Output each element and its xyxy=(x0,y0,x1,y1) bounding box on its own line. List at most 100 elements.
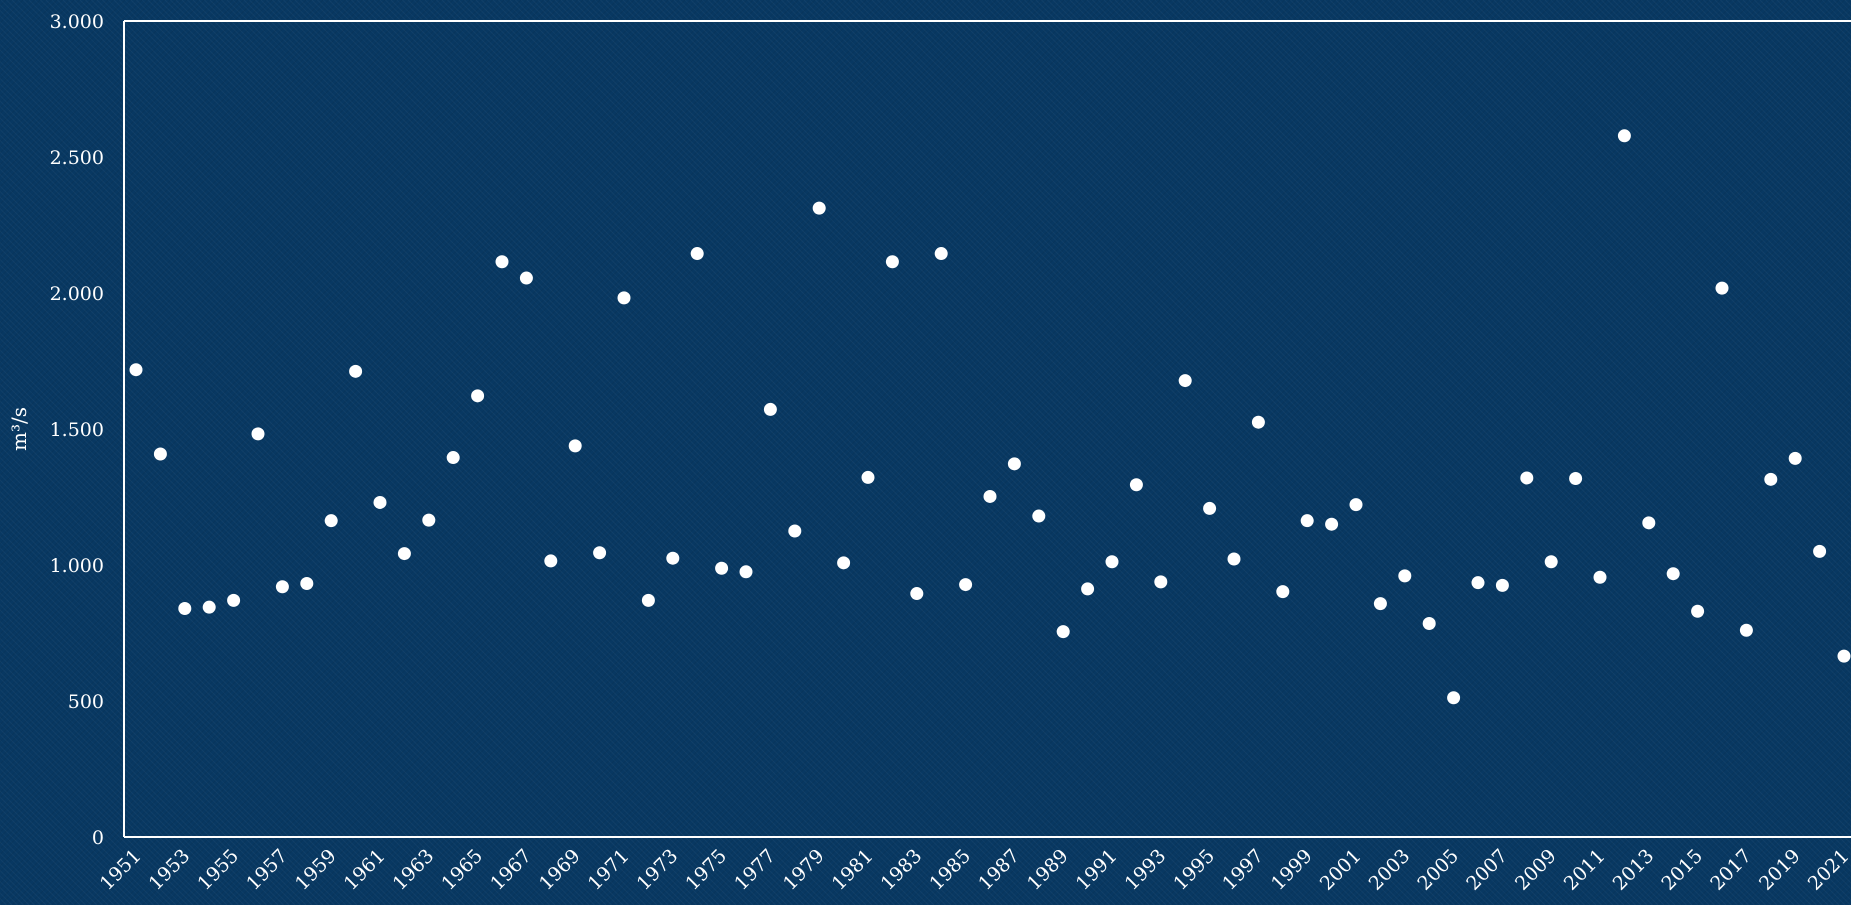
data-point[interactable] xyxy=(153,447,167,461)
data-point[interactable] xyxy=(666,551,680,565)
data-point[interactable] xyxy=(593,546,607,560)
x-tick-label: 1957 xyxy=(242,845,292,895)
data-point[interactable] xyxy=(519,271,533,285)
data-point[interactable] xyxy=(1373,597,1387,611)
data-point[interactable] xyxy=(251,427,265,441)
data-point[interactable] xyxy=(544,554,558,568)
x-tick-label: 1995 xyxy=(1169,845,1219,895)
data-point[interactable] xyxy=(1691,604,1705,618)
data-point[interactable] xyxy=(1617,129,1631,143)
data-point[interactable] xyxy=(324,514,338,528)
data-point[interactable] xyxy=(227,593,241,607)
data-point[interactable] xyxy=(934,247,948,261)
plot-frame xyxy=(123,20,1851,838)
data-point[interactable] xyxy=(715,561,729,575)
data-point[interactable] xyxy=(1520,471,1534,485)
data-point[interactable] xyxy=(617,291,631,305)
data-point[interactable] xyxy=(641,593,655,607)
data-point[interactable] xyxy=(837,556,851,570)
data-point[interactable] xyxy=(1325,517,1339,531)
data-point[interactable] xyxy=(1642,516,1656,530)
data-point[interactable] xyxy=(983,489,997,503)
data-point[interactable] xyxy=(1666,567,1680,581)
data-point[interactable] xyxy=(202,600,216,614)
data-point[interactable] xyxy=(1129,478,1143,492)
data-point[interactable] xyxy=(129,363,143,377)
data-point[interactable] xyxy=(1447,691,1461,705)
x-tick-label: 1959 xyxy=(291,845,341,895)
y-tick-label: 1.500 xyxy=(50,419,104,441)
data-point[interactable] xyxy=(178,602,192,616)
x-tick-label: 1955 xyxy=(193,845,243,895)
data-point[interactable] xyxy=(1251,415,1265,429)
data-point[interactable] xyxy=(1715,281,1729,295)
y-tick-label: 0 xyxy=(92,827,104,849)
x-tick-label: 1989 xyxy=(1023,845,1073,895)
x-tick-label: 1963 xyxy=(389,845,439,895)
x-tick-label: 2003 xyxy=(1365,845,1415,895)
data-point[interactable] xyxy=(1007,457,1021,471)
data-point[interactable] xyxy=(471,389,485,403)
data-point[interactable] xyxy=(812,201,826,215)
x-tick-label: 1997 xyxy=(1218,845,1268,895)
data-point[interactable] xyxy=(397,547,411,561)
data-point[interactable] xyxy=(861,470,875,484)
x-tick-label: 1985 xyxy=(925,845,975,895)
data-point[interactable] xyxy=(495,255,509,269)
y-tick-label: 1.000 xyxy=(50,555,104,577)
data-point[interactable] xyxy=(1495,578,1509,592)
data-point[interactable] xyxy=(349,364,363,378)
x-tick-label: 1983 xyxy=(877,845,927,895)
data-point[interactable] xyxy=(1349,498,1363,512)
data-point[interactable] xyxy=(1788,451,1802,465)
data-point[interactable] xyxy=(763,402,777,416)
data-point[interactable] xyxy=(1178,374,1192,388)
data-point[interactable] xyxy=(885,255,899,269)
x-tick-label: 2021 xyxy=(1804,845,1851,895)
data-point[interactable] xyxy=(1276,585,1290,599)
y-tick-label: 2.000 xyxy=(50,283,104,305)
x-tick-label: 1993 xyxy=(1121,845,1171,895)
data-point[interactable] xyxy=(1398,569,1412,583)
data-point[interactable] xyxy=(373,495,387,509)
x-tick-label: 2015 xyxy=(1657,845,1707,895)
data-point[interactable] xyxy=(1227,552,1241,566)
x-tick-label: 1979 xyxy=(779,845,829,895)
data-point[interactable] xyxy=(1569,472,1583,486)
data-point[interactable] xyxy=(1154,575,1168,589)
y-axis-title: m³/s xyxy=(7,407,31,451)
x-tick-label: 1977 xyxy=(730,845,780,895)
data-point[interactable] xyxy=(1813,544,1827,558)
x-tick-label: 1991 xyxy=(1072,845,1122,895)
data-point[interactable] xyxy=(739,565,753,579)
data-point[interactable] xyxy=(568,439,582,453)
x-tick-label: 2013 xyxy=(1609,845,1659,895)
data-point[interactable] xyxy=(1032,509,1046,523)
data-point[interactable] xyxy=(446,451,460,465)
data-point[interactable] xyxy=(1056,625,1070,639)
x-tick-label: 2011 xyxy=(1560,845,1610,895)
data-point[interactable] xyxy=(959,578,973,592)
data-point[interactable] xyxy=(788,524,802,538)
data-point[interactable] xyxy=(1764,472,1778,486)
data-point[interactable] xyxy=(1081,582,1095,596)
data-point[interactable] xyxy=(1105,555,1119,569)
data-point[interactable] xyxy=(1203,501,1217,515)
data-point[interactable] xyxy=(422,513,436,527)
data-point[interactable] xyxy=(1544,555,1558,569)
data-point[interactable] xyxy=(1837,649,1851,663)
x-tick-label: 1965 xyxy=(437,845,487,895)
data-point[interactable] xyxy=(690,247,704,261)
data-point[interactable] xyxy=(910,587,924,601)
x-tick-label: 2001 xyxy=(1316,845,1366,895)
y-tick-label: 2.500 xyxy=(50,147,104,169)
data-point[interactable] xyxy=(1739,623,1753,637)
data-point[interactable] xyxy=(1300,514,1314,528)
data-point[interactable] xyxy=(300,576,314,590)
data-point[interactable] xyxy=(275,580,289,594)
x-tick-label: 1999 xyxy=(1267,845,1317,895)
data-point[interactable] xyxy=(1422,616,1436,630)
data-point[interactable] xyxy=(1471,576,1485,590)
data-point[interactable] xyxy=(1593,570,1607,584)
